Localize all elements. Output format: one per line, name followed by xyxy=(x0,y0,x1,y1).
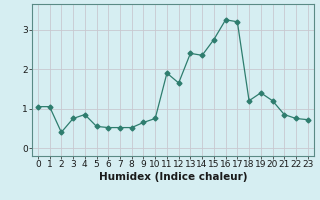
X-axis label: Humidex (Indice chaleur): Humidex (Indice chaleur) xyxy=(99,172,247,182)
